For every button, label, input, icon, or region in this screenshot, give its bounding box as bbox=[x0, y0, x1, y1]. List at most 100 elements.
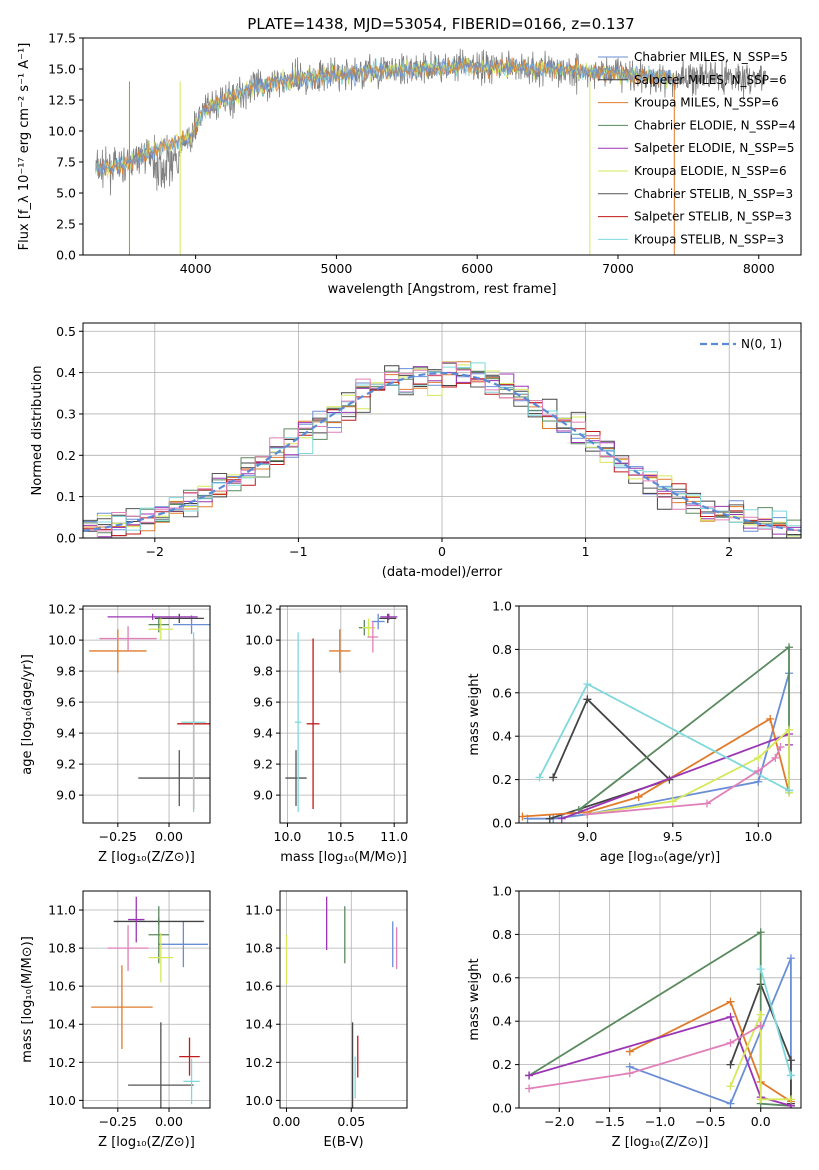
weight-series-line bbox=[629, 1000, 792, 1103]
y-tick-label: 12.5 bbox=[48, 93, 76, 108]
x-tick-label: −0.5 bbox=[695, 1114, 725, 1129]
y-tick-label: 0.4 bbox=[492, 1014, 512, 1029]
y-tick-label: 0.2 bbox=[56, 448, 76, 463]
axes-frame bbox=[82, 890, 211, 1109]
weight-point bbox=[756, 1095, 765, 1104]
x-tick-label: 10.0 bbox=[274, 829, 302, 844]
y-tick-label: 0.0 bbox=[492, 1101, 512, 1116]
x-tick-label: −2.0 bbox=[544, 1114, 574, 1129]
x-tick-label: 0.00 bbox=[155, 829, 183, 844]
weight-point bbox=[525, 1084, 534, 1093]
panel-mass-vs-age: 10.0 10.5 11.0 9.0 9.2 9.4 9.6 9.8 10.0 10.2 mass … bbox=[245, 602, 408, 865]
plot-area bbox=[285, 613, 398, 813]
panel-z-vs-age: −0.25 0.00 9.0 9.2 9.4 9.6 9.8 10.0 10.2 Z [log₁₀… bbox=[20, 602, 211, 865]
y-tick-label: 10.2 bbox=[245, 602, 273, 617]
panel-z-vs-mass-weight: −2.0 −1.5 −1.0 −0.5 0.0 0.0 0.2 0.4 0.6 0.8 1.0 Z [… bbox=[467, 884, 802, 1150]
weight-point bbox=[545, 814, 554, 823]
x-tick-label: 10.0 bbox=[744, 829, 772, 844]
y-axis-label: Flux [f_λ 10⁻¹⁷ erg cm⁻² s⁻¹ A⁻¹] bbox=[17, 43, 32, 251]
histogram-series bbox=[83, 361, 801, 538]
x-axis-label: Z [log₁₀(Z/Z⊙)] bbox=[612, 1135, 709, 1150]
y-tick-label: 10.0 bbox=[48, 124, 76, 139]
y-axis-label: mass weight bbox=[467, 958, 482, 1040]
x-tick-label: 11.0 bbox=[380, 829, 408, 844]
weight-series-line bbox=[528, 1015, 792, 1107]
y-tick-label: 2.5 bbox=[56, 217, 76, 232]
figure-title: PLATE=1438, MJD=53054, FIBERID=0166, z=0… bbox=[247, 15, 634, 33]
panel-z-vs-mass: −0.25 0.00 10.0 10.2 10.4 10.6 10.8 11.0 Z [log₁… bbox=[20, 890, 211, 1150]
weight-point bbox=[726, 1099, 735, 1108]
x-tick-label: 0.00 bbox=[273, 1114, 301, 1129]
model-spectrum bbox=[95, 57, 675, 177]
x-tick-label: 5000 bbox=[321, 261, 353, 276]
y-tick-label: 9.8 bbox=[253, 664, 273, 679]
weight-point bbox=[785, 786, 794, 795]
axes-frame bbox=[279, 890, 408, 1109]
x-tick-label: 0.0 bbox=[751, 1114, 771, 1129]
x-tick-label: 9.0 bbox=[577, 829, 597, 844]
weight-point bbox=[756, 1010, 765, 1019]
weight-point bbox=[583, 680, 592, 689]
y-tick-label: 9.4 bbox=[56, 726, 76, 741]
x-tick-label: 2 bbox=[725, 544, 733, 559]
x-tick-label: 1 bbox=[582, 544, 590, 559]
y-tick-label: 10.6 bbox=[245, 979, 273, 994]
x-tick-label: 0.05 bbox=[337, 1114, 365, 1129]
weight-series-line bbox=[528, 1024, 762, 1090]
weight-point bbox=[786, 1071, 795, 1080]
y-tick-label: 11.0 bbox=[245, 903, 273, 918]
weight-point bbox=[634, 792, 643, 801]
y-tick-label: 0.0 bbox=[56, 248, 76, 263]
legend-label: Chabrier MILES, N_SSP=5 bbox=[634, 50, 788, 64]
y-axis-label: mass weight bbox=[467, 673, 482, 755]
y-tick-label: 0.2 bbox=[492, 772, 512, 787]
plot-area bbox=[89, 613, 210, 813]
y-tick-label: 0.4 bbox=[492, 729, 512, 744]
axes-frame bbox=[518, 605, 802, 824]
legend-label: Salpeter STELIB, N_SSP=3 bbox=[634, 210, 792, 224]
weight-point bbox=[625, 1069, 634, 1078]
y-tick-label: 0.2 bbox=[492, 1057, 512, 1072]
y-tick-label: 9.6 bbox=[56, 695, 76, 710]
axes-frame bbox=[279, 605, 408, 824]
y-tick-label: 9.4 bbox=[253, 726, 273, 741]
x-tick-label: −1.5 bbox=[594, 1114, 624, 1129]
x-tick-label: 0 bbox=[438, 544, 446, 559]
legend-label: Chabrier ELODIE, N_SSP=4 bbox=[634, 118, 796, 132]
y-tick-label: 10.2 bbox=[245, 1055, 273, 1070]
y-tick-label: 1.0 bbox=[492, 884, 512, 899]
y-tick-label: 9.0 bbox=[253, 788, 273, 803]
weight-series-line bbox=[549, 697, 672, 820]
x-tick-label: 8000 bbox=[743, 261, 775, 276]
panel-age-vs-mass-weight: 9.0 9.5 10.0 0.0 0.2 0.4 0.6 0.8 1.0 age [log₁₀(a… bbox=[467, 599, 802, 865]
weight-point bbox=[525, 1071, 534, 1080]
weight-point bbox=[786, 1056, 795, 1065]
y-tick-label: 10.0 bbox=[48, 1093, 76, 1108]
x-axis-label: Z [log₁₀(Z/Z⊙)] bbox=[98, 1135, 195, 1150]
weight-series-line bbox=[578, 645, 790, 811]
weight-point bbox=[754, 753, 763, 762]
plot-area bbox=[519, 643, 794, 823]
weight-point bbox=[583, 695, 592, 704]
y-tick-label: 10.0 bbox=[245, 1093, 273, 1108]
legend-label: Salpeter ELODIE, N_SSP=5 bbox=[634, 141, 795, 155]
plot-area bbox=[525, 928, 795, 1108]
weight-point bbox=[785, 725, 794, 734]
y-tick-label: 11.0 bbox=[48, 903, 76, 918]
weight-point bbox=[766, 714, 775, 723]
x-tick-label: −2 bbox=[146, 544, 164, 559]
y-tick-label: 9.8 bbox=[56, 664, 76, 679]
y-axis-label: Normed distribution bbox=[30, 366, 45, 496]
weight-point bbox=[785, 643, 794, 652]
weight-point bbox=[726, 1012, 735, 1021]
weight-point bbox=[756, 965, 765, 974]
y-tick-label: 0.0 bbox=[56, 531, 76, 546]
y-tick-label: 9.2 bbox=[56, 757, 76, 772]
y-tick-label: 10.2 bbox=[48, 602, 76, 617]
y-tick-label: 1.0 bbox=[492, 599, 512, 614]
legend-label: Kroupa STELIB, N_SSP=3 bbox=[634, 232, 784, 246]
y-tick-label: 0.5 bbox=[56, 324, 76, 339]
x-axis-label: mass [log₁₀(M/M⊙)] bbox=[280, 850, 407, 865]
weight-point bbox=[668, 797, 677, 806]
